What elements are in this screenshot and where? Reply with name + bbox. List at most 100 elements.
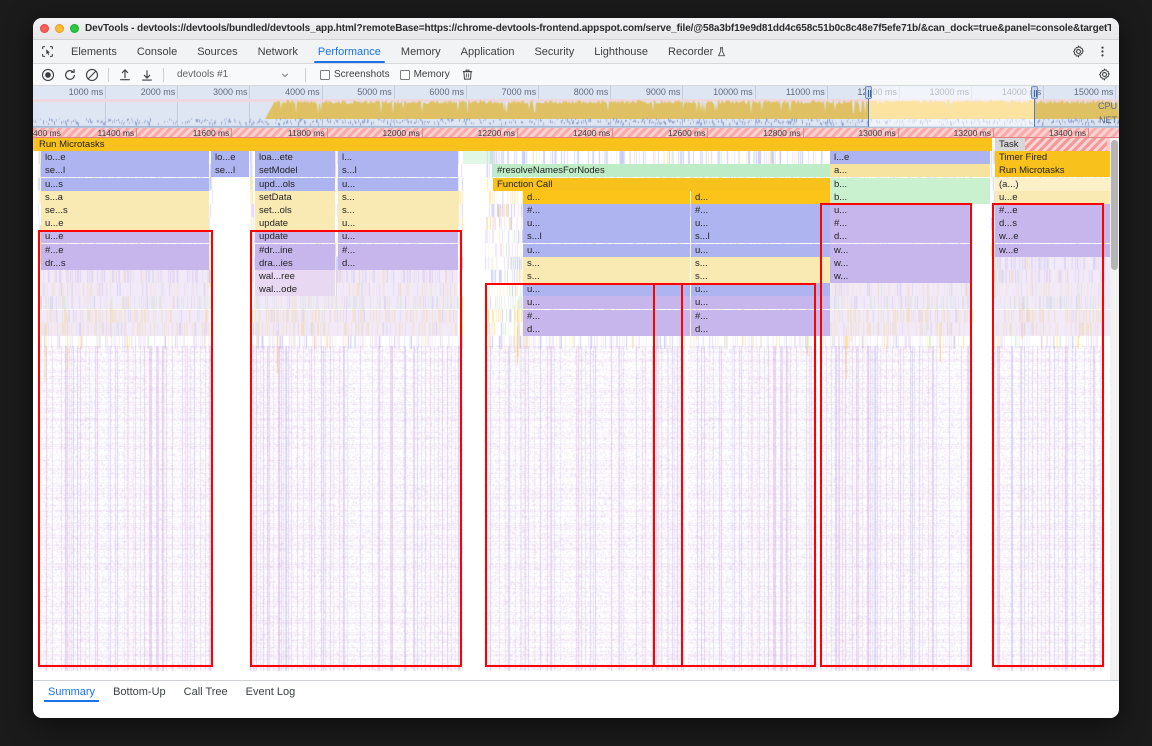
- record-button[interactable]: [38, 65, 58, 85]
- timeline-overview[interactable]: 1000 ms 2000 ms 3000 ms 4000 ms 5000 ms 6000 …: [33, 86, 1119, 128]
- flame-bar[interactable]: #resolveNamesForNodes: [493, 164, 830, 178]
- flame-bar[interactable]: d...: [523, 190, 690, 204]
- tab-summary[interactable]: Summary: [39, 681, 104, 702]
- flame-bar[interactable]: s...: [691, 270, 830, 283]
- flame-bar[interactable]: u...: [338, 230, 458, 244]
- flame-bar[interactable]: wal...ode: [255, 283, 335, 297]
- flame-bar[interactable]: [41, 322, 209, 336]
- flame-bar[interactable]: s...: [338, 190, 458, 204]
- flame-bar[interactable]: [41, 296, 209, 310]
- flame-bar[interactable]: Task: [995, 138, 1025, 151]
- flame-bar[interactable]: s...a: [41, 190, 209, 204]
- flame-bar[interactable]: u...: [691, 243, 830, 257]
- flame-bar[interactable]: u...: [523, 243, 690, 257]
- minimize-window-button[interactable]: [55, 24, 64, 33]
- flame-bar[interactable]: l...: [338, 151, 458, 165]
- task-striped-bar[interactable]: [1025, 138, 1107, 151]
- flame-bar[interactable]: #...: [830, 217, 972, 231]
- flame-bar[interactable]: #...e: [41, 243, 209, 257]
- flame-bar[interactable]: se...l: [41, 164, 209, 178]
- tab-recorder[interactable]: Recorder: [658, 40, 736, 63]
- flame-bar[interactable]: Function Call: [493, 177, 830, 191]
- tab-network[interactable]: Network: [248, 40, 308, 63]
- flame-bar[interactable]: s...: [691, 256, 830, 270]
- flame-bar[interactable]: u...e: [41, 230, 209, 244]
- flame-bar[interactable]: [255, 322, 458, 336]
- flame-bar[interactable]: [338, 283, 458, 297]
- tab-performance[interactable]: Performance: [308, 40, 391, 63]
- tab-application[interactable]: Application: [451, 40, 525, 63]
- flame-bar[interactable]: update: [255, 230, 335, 244]
- flame-bar[interactable]: dr...s: [41, 256, 209, 270]
- flame-bar[interactable]: s...: [338, 204, 458, 217]
- flame-bar[interactable]: a...: [830, 164, 990, 178]
- flame-bar[interactable]: s...: [523, 256, 690, 270]
- clear-button[interactable]: [82, 65, 102, 85]
- close-window-button[interactable]: [40, 24, 49, 33]
- flame-bar[interactable]: [41, 283, 209, 297]
- flame-bar[interactable]: se...s: [41, 204, 209, 217]
- flame-bar[interactable]: u...: [691, 283, 830, 297]
- flame-bar[interactable]: #...: [523, 204, 690, 217]
- more-vertical-icon[interactable]: [1091, 41, 1113, 63]
- flame-bar[interactable]: s...l: [691, 230, 830, 244]
- flame-bar[interactable]: [830, 296, 972, 310]
- flame-bar[interactable]: s...: [523, 270, 690, 283]
- flame-bar[interactable]: wal...ree: [255, 270, 335, 283]
- flame-bar[interactable]: [995, 322, 1110, 336]
- flame-bar[interactable]: u...: [523, 217, 690, 231]
- flame-bar[interactable]: #...: [691, 204, 830, 217]
- selection-handle-left[interactable]: [865, 86, 872, 99]
- flame-bar[interactable]: lo...e: [41, 151, 209, 165]
- flame-bar[interactable]: w...e: [995, 230, 1110, 244]
- flame-bar[interactable]: Run Microtasks: [995, 164, 1110, 178]
- tab-call-tree[interactable]: Call Tree: [175, 681, 237, 702]
- zoom-window-button[interactable]: [70, 24, 79, 33]
- flame-bar[interactable]: #...: [691, 309, 830, 323]
- flame-bar[interactable]: [255, 296, 458, 310]
- flame-bar[interactable]: loa...ete: [255, 151, 335, 165]
- trash-icon[interactable]: [458, 65, 478, 85]
- tab-elements[interactable]: Elements: [61, 40, 127, 63]
- flame-bar[interactable]: d...: [691, 322, 830, 336]
- flame-bar[interactable]: d...s: [995, 217, 1110, 231]
- inspect-element-icon[interactable]: [33, 40, 61, 63]
- flame-bar[interactable]: d...: [338, 256, 458, 270]
- flame-bar[interactable]: (a...): [995, 177, 1110, 191]
- load-profile-icon[interactable]: [115, 65, 135, 85]
- flame-bar[interactable]: Run Microtasks: [35, 138, 992, 151]
- tab-sources[interactable]: Sources: [187, 40, 247, 63]
- flame-chart-scrollbar[interactable]: [1110, 138, 1119, 680]
- flame-bar[interactable]: upd...ols: [255, 177, 335, 191]
- profile-select[interactable]: devtools #1: [173, 66, 293, 83]
- flame-bar[interactable]: w...: [830, 243, 972, 257]
- tab-lighthouse[interactable]: Lighthouse: [584, 40, 658, 63]
- flame-bar[interactable]: [830, 283, 972, 297]
- flame-bar[interactable]: d...: [830, 230, 972, 244]
- flame-bar[interactable]: u...: [830, 204, 972, 217]
- flame-bar[interactable]: lo...e: [211, 151, 249, 165]
- flame-bar[interactable]: u...: [691, 217, 830, 231]
- flame-bar[interactable]: #...e: [995, 204, 1110, 217]
- flame-bar[interactable]: [995, 256, 1110, 270]
- tab-event-log[interactable]: Event Log: [237, 681, 305, 702]
- tab-bottom-up[interactable]: Bottom-Up: [104, 681, 175, 702]
- flame-bar[interactable]: u...: [523, 296, 690, 310]
- flame-bar[interactable]: w...: [830, 256, 972, 270]
- flame-bar[interactable]: [830, 322, 972, 336]
- flame-bar[interactable]: set...ols: [255, 204, 335, 217]
- flame-bar[interactable]: setModel: [255, 164, 335, 178]
- flame-bar[interactable]: [995, 283, 1110, 297]
- tab-memory[interactable]: Memory: [391, 40, 451, 63]
- flame-bar[interactable]: [41, 309, 209, 323]
- flame-bar[interactable]: u...e: [995, 190, 1110, 204]
- flame-bar[interactable]: u...s: [41, 177, 209, 191]
- capture-settings-gear-icon[interactable]: [1094, 65, 1114, 85]
- flame-bar[interactable]: dra...ies: [255, 256, 335, 270]
- flame-bar[interactable]: u...: [523, 283, 690, 297]
- flame-bar[interactable]: Timer Fired: [995, 151, 1110, 165]
- flame-bar[interactable]: [995, 270, 1110, 283]
- selection-handle-right[interactable]: [1031, 86, 1038, 99]
- scrollbar-thumb[interactable]: [1111, 140, 1118, 270]
- flame-bar[interactable]: u...e: [41, 217, 209, 231]
